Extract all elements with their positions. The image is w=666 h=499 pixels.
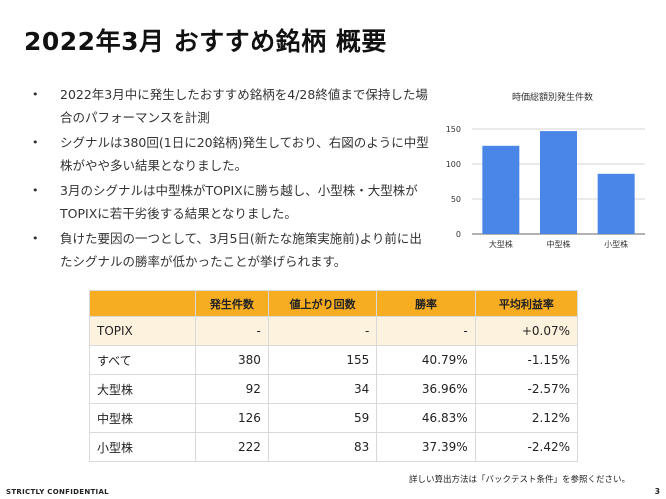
- table-cell: 2.12%: [474, 403, 579, 433]
- confidential-footer: STRICTLY CONFIDENTIAL: [6, 488, 109, 496]
- table-cell: 46.83%: [376, 403, 476, 433]
- performance-table: 発生件数 値上がり回数 勝率 平均利益率 TOPIX - - - +0.07% …: [89, 290, 579, 462]
- table-cell: +0.07%: [474, 316, 579, 346]
- y-tick-label: 50: [451, 195, 461, 204]
- table-cell: -: [195, 316, 269, 346]
- table-header-cell: 平均利益率: [474, 290, 579, 317]
- table-cell: 222: [195, 432, 269, 462]
- bullet-dot: •: [32, 88, 39, 101]
- table-cell: 380: [195, 345, 269, 375]
- bullet-text: 3月のシグナルは中型株がTOPIXに勝ち越し、小型株・大型株がTOPIXに若干劣…: [60, 183, 418, 221]
- bullet-dot: •: [32, 184, 39, 197]
- table-row: 中型株 126 59 46.83% 2.12%: [89, 403, 579, 433]
- table-cell: -2.42%: [474, 432, 579, 462]
- table-cell: 83: [267, 432, 378, 462]
- y-tick-label: 100: [446, 160, 461, 169]
- table-cell: 155: [267, 345, 378, 375]
- table-cell: -1.15%: [474, 345, 579, 375]
- table-cell: 中型株: [89, 403, 196, 433]
- bullet-dot: •: [32, 232, 39, 245]
- table-cell: 34: [267, 374, 378, 404]
- page-title: 2022年3月 おすすめ銘柄 概要: [24, 27, 387, 56]
- chart-svg: 時価総額別発生件数 0 50 100 150 大型株 中型株 小型株: [446, 91, 645, 249]
- bar: [482, 145, 520, 234]
- chart-title: 時価総額別発生件数: [512, 91, 593, 103]
- x-tick-label: 大型株: [489, 239, 513, 249]
- table-cell: 37.39%: [376, 432, 476, 462]
- table-cell: TOPIX: [89, 316, 196, 346]
- y-tick-label: 0: [456, 230, 461, 239]
- table-header-row: 発生件数 値上がり回数 勝率 平均利益率: [89, 290, 579, 317]
- y-tick-label: 150: [446, 125, 461, 134]
- bullet-item: • 2022年3月中に発生したおすすめ銘柄を4/28終値まで保持した場合のパフォー…: [32, 84, 430, 129]
- bar: [540, 131, 577, 234]
- table-header-cell: 発生件数: [195, 290, 269, 317]
- x-tick-label: 中型株: [547, 239, 571, 249]
- market-cap-bar-chart: 時価総額別発生件数 0 50 100 150 大型株 中型株 小型株: [440, 88, 650, 258]
- table-row: 大型株 92 34 36.96% -2.57%: [89, 374, 579, 404]
- bullet-item: • シグナルは380回(1日に20銘柄)発生しており、右図のように中型株がやや多い…: [32, 132, 430, 177]
- bullet-list: • 2022年3月中に発生したおすすめ銘柄を4/28終値まで保持した場合のパフォー…: [32, 84, 430, 276]
- table-cell: 59: [267, 403, 378, 433]
- table-cell: 36.96%: [376, 374, 476, 404]
- x-tick-label: 小型株: [604, 239, 628, 249]
- table-row: すべて 380 155 40.79% -1.15%: [89, 345, 579, 375]
- bullet-text: シグナルは380回(1日に20銘柄)発生しており、右図のように中型株がやや多い結…: [60, 135, 429, 173]
- table-cell: 92: [195, 374, 269, 404]
- table-cell: 大型株: [89, 374, 196, 404]
- table-cell: すべて: [89, 345, 196, 375]
- table-cell: -: [267, 316, 378, 346]
- table-header-cell: [89, 290, 196, 317]
- table-row: 小型株 222 83 37.39% -2.42%: [89, 432, 579, 462]
- bullet-dot: •: [32, 136, 39, 149]
- page-number: 3: [654, 487, 660, 496]
- table-header-cell: 値上がり回数: [267, 290, 378, 317]
- table-row: TOPIX - - - +0.07%: [89, 316, 579, 346]
- bullet-text: 2022年3月中に発生したおすすめ銘柄を4/28終値まで保持した場合のパフォーマ…: [60, 87, 428, 125]
- table-header-cell: 勝率: [376, 290, 476, 317]
- table-cell: -: [376, 316, 476, 346]
- bullet-text: 負けた要因の一つとして、3月5日(新たな施策実施前)より前に出たシグナルの勝率が…: [60, 231, 422, 269]
- table-cell: -2.57%: [474, 374, 579, 404]
- table-cell: 40.79%: [376, 345, 476, 375]
- table-cell: 小型株: [89, 432, 196, 462]
- bullet-item: • 3月のシグナルは中型株がTOPIXに勝ち越し、小型株・大型株がTOPIXに若干…: [32, 180, 430, 225]
- bullet-item: • 負けた要因の一つとして、3月5日(新たな施策実施前)より前に出たシグナルの勝率…: [32, 228, 430, 273]
- table-cell: 126: [195, 403, 269, 433]
- bar: [597, 173, 635, 234]
- methodology-note: 詳しい算出方法は「バックテスト条件」を参照ください。: [408, 475, 630, 485]
